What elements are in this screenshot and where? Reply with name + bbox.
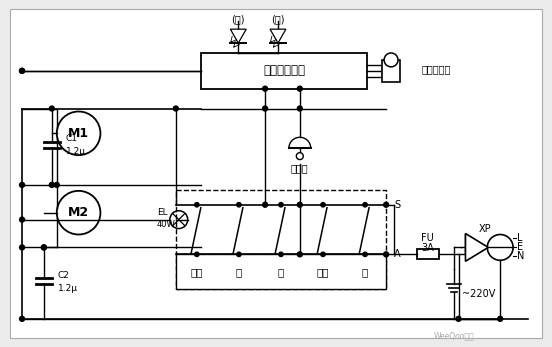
Text: S: S xyxy=(394,200,400,210)
Circle shape xyxy=(298,252,302,257)
Circle shape xyxy=(237,252,241,256)
Bar xyxy=(382,60,400,82)
Circle shape xyxy=(237,203,241,207)
Text: XP: XP xyxy=(479,223,492,234)
Circle shape xyxy=(173,106,178,111)
Text: M1: M1 xyxy=(68,127,89,140)
Text: (绿): (绿) xyxy=(231,14,245,24)
Polygon shape xyxy=(465,234,489,261)
Circle shape xyxy=(384,53,398,67)
Text: A: A xyxy=(394,249,401,259)
Circle shape xyxy=(19,316,24,321)
Circle shape xyxy=(298,86,302,91)
Circle shape xyxy=(321,252,325,256)
Text: C1: C1 xyxy=(66,134,78,143)
Text: 自动: 自动 xyxy=(317,267,330,277)
Circle shape xyxy=(57,191,100,235)
Circle shape xyxy=(170,211,188,229)
Circle shape xyxy=(363,252,367,256)
Circle shape xyxy=(384,202,389,207)
Bar xyxy=(200,53,367,89)
Text: 右: 右 xyxy=(278,267,284,277)
Circle shape xyxy=(363,203,367,207)
Text: 气敏传感器: 气敏传感器 xyxy=(422,64,451,74)
Text: 报警器: 报警器 xyxy=(291,163,309,173)
Circle shape xyxy=(263,202,268,207)
Circle shape xyxy=(456,316,461,321)
Text: FU: FU xyxy=(421,234,434,244)
Circle shape xyxy=(49,183,54,187)
Circle shape xyxy=(298,202,302,207)
Text: EL: EL xyxy=(157,208,168,217)
Circle shape xyxy=(263,86,268,91)
Circle shape xyxy=(19,68,24,73)
Text: L: L xyxy=(517,234,523,244)
Text: M2: M2 xyxy=(68,206,89,219)
Circle shape xyxy=(41,245,46,250)
Circle shape xyxy=(195,203,199,207)
Text: WeeQoo维库: WeeQoo维库 xyxy=(433,331,474,340)
Text: 1.2μ: 1.2μ xyxy=(58,283,78,293)
Circle shape xyxy=(41,245,46,250)
Circle shape xyxy=(298,106,302,111)
Circle shape xyxy=(19,68,24,73)
Circle shape xyxy=(321,203,325,207)
Text: 3A: 3A xyxy=(421,243,434,253)
Text: N: N xyxy=(517,251,524,261)
Text: 停: 停 xyxy=(362,267,368,277)
Text: E: E xyxy=(517,243,523,252)
Bar xyxy=(176,190,386,289)
Text: (红): (红) xyxy=(271,14,285,24)
Text: 左: 左 xyxy=(236,267,242,277)
Bar xyxy=(417,249,439,259)
Text: C2: C2 xyxy=(58,271,70,280)
Circle shape xyxy=(384,252,389,257)
Circle shape xyxy=(195,252,199,256)
Polygon shape xyxy=(270,29,286,43)
Text: 照明: 照明 xyxy=(190,267,203,277)
Circle shape xyxy=(498,316,503,321)
Circle shape xyxy=(57,111,100,155)
Text: ~220V: ~220V xyxy=(461,289,495,299)
Circle shape xyxy=(19,183,24,187)
Circle shape xyxy=(19,217,24,222)
Text: 1.2μ: 1.2μ xyxy=(66,147,86,156)
Circle shape xyxy=(279,203,283,207)
Circle shape xyxy=(487,235,513,260)
Polygon shape xyxy=(230,29,246,43)
Circle shape xyxy=(19,245,24,250)
Circle shape xyxy=(296,153,303,160)
Text: 自动监控电路: 自动监控电路 xyxy=(263,64,305,77)
Circle shape xyxy=(279,252,283,256)
Circle shape xyxy=(54,183,59,187)
Bar xyxy=(176,254,386,289)
Circle shape xyxy=(263,106,268,111)
Text: 40W: 40W xyxy=(157,220,176,229)
Circle shape xyxy=(49,106,54,111)
